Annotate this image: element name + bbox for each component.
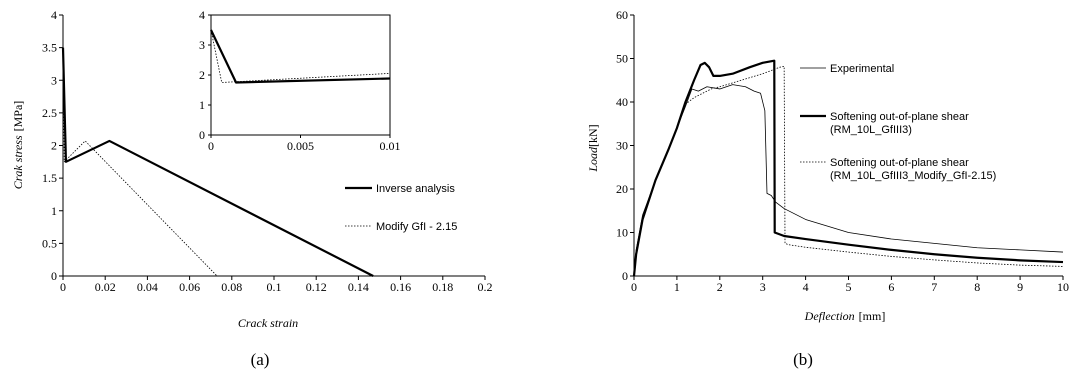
chart-b-x-label: Deflection [mm] [804, 309, 886, 323]
legend-b-label-softening-modify: Softening out-of-plane shear [830, 157, 969, 169]
legend-b-label-softening: Softening out-of-plane shear [830, 111, 969, 123]
inset-x-ticks: 0 0.005 0.01 [208, 135, 401, 153]
chart-a-x-tick-label: 0.04 [137, 280, 158, 294]
legend-b-label-softening-modify-line2: (RM_10L_GfIII3_Modify_GfI-2.15) [830, 170, 996, 182]
legend-b-label-experimental: Experimental [830, 63, 894, 75]
chart-a-x-tick-label: 0.12 [306, 280, 327, 294]
chart-a-legend: Inverse analysis Modify GfI - 2.15 [345, 183, 457, 233]
chart-b-series-2-line [633, 65, 1064, 277]
inset-x-tick-label: 0.005 [287, 139, 314, 153]
inset-series [210, 29, 391, 84]
chart-a-x-tick-label: 0.2 [478, 280, 493, 294]
chart-b-x-tick-label: 9 [1017, 280, 1023, 294]
chart-b-x-tick-label: 10 [1057, 280, 1069, 294]
chart-a-y-tick-label: 0.5 [42, 236, 57, 250]
inset-y-tick-label: 3 [199, 38, 205, 52]
chart-a-x-tick-label: 0.08 [221, 280, 242, 294]
chart-a-y-ticks: 0 0.5 1 1.5 2 2.5 3 3.5 4 [42, 8, 63, 283]
chart-a-x-tick-label: 0.06 [179, 280, 200, 294]
chart-a: 0 0.02 0.04 0.06 0.08 0.1 0.12 0.14 0.16 0.18 0.2 … [11, 8, 493, 369]
chart-a-inset: 0 0.005 0.01 0 1 2 3 4 [199, 8, 401, 153]
chart-b: 0 1 2 3 4 5 6 7 8 9 10 0 10 20 30 40 50 60 Deflection [mm… [586, 8, 1069, 369]
chart-a-x-tick-label: 0.16 [390, 280, 411, 294]
chart-a-x-label: Crack strain [238, 316, 298, 330]
inset-y-tick-label: 1 [199, 98, 205, 112]
chart-b-legend: Experimental Softening out-of-plane shea… [800, 63, 996, 182]
inset-y-tick-label: 2 [199, 68, 205, 82]
caption-a: (a) [251, 350, 270, 369]
inset-y-ticks: 0 1 2 3 4 [199, 8, 211, 142]
chart-a-x-tick-label: 0.18 [432, 280, 453, 294]
chart-a-y-tick-label: 2 [51, 139, 57, 153]
chart-b-x-tick-label: 6 [888, 280, 894, 294]
chart-b-x-tick-label: 8 [974, 280, 980, 294]
chart-a-x-tick-label: 0.14 [348, 280, 369, 294]
chart-b-y-tick-label: 10 [616, 226, 628, 240]
chart-a-y-tick-label: 1.5 [42, 171, 57, 185]
chart-b-x-tick-label: 4 [803, 280, 809, 294]
chart-b-y-tick-label: 30 [616, 139, 628, 153]
chart-a-x-tick-label: 0.1 [267, 280, 282, 294]
legend-a-label-inverse: Inverse analysis [376, 183, 455, 195]
chart-a-series-1-line [62, 47, 218, 277]
chart-a-y-tick-label: 0 [51, 269, 57, 283]
chart-b-x-tick-label: 2 [717, 280, 723, 294]
chart-b-x-tick-label: 3 [760, 280, 766, 294]
chart-b-y-ticks: 0 10 20 30 40 50 60 [616, 8, 634, 283]
inset-series-1-line [210, 29, 391, 83]
chart-b-x-tick-label: 7 [931, 280, 937, 294]
inset-x-tick-label: 0 [208, 139, 214, 153]
chart-b-y-tick-label: 20 [616, 182, 628, 196]
chart-b-y-tick-label: 50 [616, 52, 628, 66]
inset-series-0-line [210, 29, 391, 84]
chart-a-y-tick-label: 3.5 [42, 41, 57, 55]
chart-a-series-0-line [61, 47, 374, 277]
caption-b: (b) [793, 350, 813, 369]
chart-b-x-ticks: 0 1 2 3 4 5 6 7 8 9 10 [631, 276, 1069, 294]
inset-y-tick-label: 4 [199, 8, 205, 22]
chart-a-y-tick-label: 1 [51, 204, 57, 218]
chart-a-y-tick-label: 3 [51, 73, 57, 87]
chart-b-x-tick-label: 1 [674, 280, 680, 294]
chart-a-x-tick-label: 0 [60, 280, 66, 294]
chart-a-y-label: Crak stress[MPa] [11, 101, 25, 190]
legend-a-label-modify: Modify GfI - 2.15 [376, 221, 457, 233]
chart-b-series [632, 59, 1064, 277]
legend-b-label-softening-line2: (RM_10L_GfIII3) [830, 124, 912, 136]
chart-a-y-tick-label: 2.5 [42, 106, 57, 120]
chart-a-x-ticks: 0 0.02 0.04 0.06 0.08 0.1 0.12 0.14 0.16 0.18 0.2 [60, 276, 493, 294]
chart-a-x-tick-label: 0.02 [95, 280, 116, 294]
chart-b-y-tick-label: 0 [622, 269, 628, 283]
chart-b-y-label: Load[kN] [586, 124, 600, 172]
inset-y-tick-label: 0 [199, 128, 205, 142]
chart-b-y-tick-label: 40 [616, 95, 628, 109]
chart-a-series [61, 47, 374, 277]
inset-x-tick-label: 0.01 [380, 139, 401, 153]
chart-b-x-tick-label: 0 [631, 280, 637, 294]
chart-b-y-tick-label: 60 [616, 8, 628, 22]
chart-a-y-tick-label: 4 [51, 8, 57, 22]
chart-b-x-tick-label: 5 [846, 280, 852, 294]
